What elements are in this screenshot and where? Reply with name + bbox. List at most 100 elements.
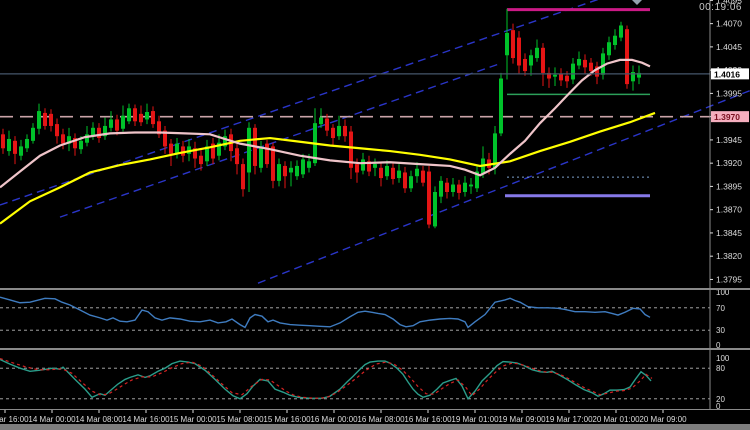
- candle-body: [619, 25, 623, 38]
- candle-body: [355, 164, 359, 173]
- candle-body: [37, 111, 41, 129]
- trendline-2[interactable]: [257, 89, 750, 284]
- candle-body: [307, 161, 311, 168]
- candle-body: [469, 184, 473, 187]
- stochastic-signal-line: [0, 357, 653, 399]
- candle-body: [31, 127, 35, 141]
- candle-body: [193, 148, 197, 159]
- horizontal-segments[interactable]: [505, 8, 650, 198]
- price-axis-label: 1.3820: [716, 251, 742, 261]
- candle-body: [97, 127, 101, 139]
- candle-body: [541, 47, 545, 73]
- time-axis-label: 20 Mar 01:00: [592, 415, 640, 424]
- candle-body: [637, 72, 641, 78]
- ma-slow-yellow-line[interactable]: [0, 111, 656, 225]
- candle-body: [379, 167, 383, 179]
- candle-body: [331, 127, 335, 139]
- candle-body: [7, 138, 11, 152]
- candle-body: [109, 119, 113, 128]
- price-axis[interactable]: 1.40951.40701.40451.40201.39951.39701.39…: [709, 0, 749, 289]
- stochastic-main-line: [0, 358, 652, 401]
- time-axis-label: 14 Mar 08:00: [75, 415, 123, 424]
- candle-body: [115, 119, 119, 131]
- indicator2-panel[interactable]: 100 80 20 0: [0, 349, 750, 410]
- candle-body: [73, 138, 77, 149]
- price-axis-label: 1.4045: [716, 42, 742, 52]
- price-axis-label: 1.3895: [716, 181, 742, 191]
- candle-body: [133, 108, 137, 122]
- candle-body: [361, 159, 365, 171]
- candle-body: [103, 125, 107, 137]
- time-axis-label: 13 Mar 16:00: [0, 415, 29, 424]
- ind1-panel-canvas: 100 70 30 0: [0, 289, 750, 349]
- candle-body: [223, 136, 227, 147]
- candle-body: [319, 117, 323, 125]
- candle-body: [517, 37, 521, 66]
- candle-body: [571, 63, 575, 80]
- candle-body: [19, 146, 23, 156]
- indicator-axis-label: 100: [716, 354, 730, 363]
- candle-body: [169, 143, 173, 154]
- candle-body: [163, 130, 167, 147]
- candle-body: [139, 113, 143, 123]
- time-axis-label: 16 Mar 08:00: [357, 415, 405, 424]
- candle-body: [301, 159, 305, 175]
- price-axis-label: 1.3870: [716, 205, 742, 215]
- candle-body: [457, 184, 461, 193]
- candle-body: [343, 125, 347, 137]
- main-chart-panel[interactable]: 1.40951.40701.40451.40201.39951.39701.39…: [0, 0, 750, 289]
- dashed-level-price-value: 1.3970: [714, 112, 740, 122]
- candle-body: [289, 167, 293, 173]
- price-axis-label: 1.3945: [716, 135, 742, 145]
- candle-body: [199, 155, 203, 165]
- time-axis-label: 20 Mar 09:00: [639, 415, 687, 424]
- candle-body: [43, 112, 47, 126]
- candle-body: [403, 172, 407, 189]
- price-axis-label: 1.3995: [716, 88, 742, 98]
- candle-countdown-timer: 00:19:06: [699, 2, 742, 13]
- candle-body: [631, 72, 635, 82]
- candle-body: [415, 168, 419, 177]
- candle-body: [433, 192, 437, 227]
- candle-body: [271, 146, 275, 181]
- candle-body: [451, 184, 455, 192]
- candle-body: [1, 134, 5, 149]
- candle-body: [535, 47, 539, 59]
- indicator-axis-label: 20: [716, 395, 725, 404]
- candle-body: [49, 113, 53, 126]
- price-axis-label: 1.4070: [716, 19, 742, 29]
- candle-body: [397, 170, 401, 179]
- candle-body: [235, 148, 239, 165]
- candle-body: [553, 74, 557, 77]
- indicator-axis-label: 80: [716, 364, 725, 373]
- time-axis-label: 15 Mar 16:00: [263, 415, 311, 424]
- candle-body: [157, 121, 161, 135]
- time-axis-label: 16 Mar 00:00: [310, 415, 358, 424]
- candle-body: [259, 146, 263, 168]
- horizontal-scrollbar[interactable]: [0, 424, 750, 430]
- candle-body: [523, 58, 527, 72]
- candle-body: [121, 115, 125, 129]
- indicator1-panel[interactable]: 100 70 30 0: [0, 289, 750, 349]
- time-axis-label: 14 Mar 16:00: [122, 415, 170, 424]
- candle-body: [145, 112, 149, 120]
- candle-body: [391, 167, 395, 179]
- candle-body: [283, 165, 287, 177]
- price-axis-label: 1.4095: [716, 0, 742, 5]
- candle-body: [445, 182, 449, 192]
- candle-body: [385, 165, 389, 177]
- candle-body: [349, 131, 353, 168]
- candle-body: [55, 124, 59, 137]
- scroll-to-end-marker[interactable]: [632, 0, 642, 5]
- candle-body: [295, 165, 299, 177]
- trendlines[interactable]: [0, 0, 750, 284]
- candle-body: [493, 133, 497, 168]
- indicator-axis-label: 70: [716, 304, 725, 313]
- candle-body: [439, 180, 443, 197]
- candle-body: [499, 78, 503, 134]
- candle-body: [583, 59, 587, 68]
- time-axis-label: 14 Mar 00:00: [28, 415, 76, 424]
- candle-body: [61, 134, 65, 144]
